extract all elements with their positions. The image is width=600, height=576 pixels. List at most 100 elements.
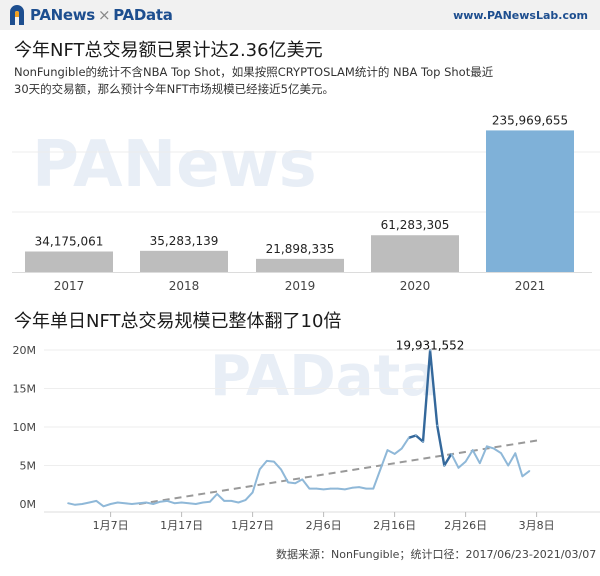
series-point [301,478,304,481]
series-point [95,500,98,502]
y-tick-label: 15M [13,383,37,396]
bar-category-label: 2021 [515,279,546,293]
x-tick-label: 2月6日 [306,519,342,532]
brand-separator: × [97,6,111,24]
site-url[interactable]: www.PANewsLab.com [453,9,588,22]
series-point [450,453,453,455]
header-bar: PANews × PAData www.PANewsLab.com [0,0,600,30]
bar-category-label: 2018 [169,279,200,293]
series-point [280,468,282,471]
series-point [457,467,460,469]
x-tick-label: 1月17日 [160,519,203,532]
series-point [237,501,240,504]
series-point [344,488,346,491]
watermark-padata: PAData [210,344,438,409]
series-point [379,468,382,471]
x-tick-label: 2月16日 [373,519,416,532]
series-point [195,503,197,505]
series-point [116,501,119,504]
series-point [464,460,467,463]
series-point [287,481,289,484]
series-point [273,460,275,463]
series-point [202,501,204,504]
series-point [131,503,133,505]
series-point [74,503,76,506]
bar-value-label: 34,175,061 [35,234,104,248]
series-point [88,501,91,504]
series-point [124,502,126,505]
series-point [443,464,446,467]
peak-value-label: 19,931,552 [396,339,465,353]
bar-value-label: 235,969,655 [492,113,568,127]
series-point [400,447,403,450]
x-tick-label: 2月26日 [444,519,487,532]
brand-padata: PAData [113,6,173,24]
bar-category-label: 2020 [400,279,431,293]
series-point [365,487,368,490]
bar-value-label: 21,898,335 [266,242,335,256]
series-point [251,491,254,494]
series-point [223,500,225,502]
bar [371,235,459,272]
series-point [408,436,410,439]
series-point [514,452,517,454]
watermark-panews: PANews [32,128,317,202]
series-point [166,500,169,502]
series-point [528,470,531,472]
series-point [493,447,495,450]
brand-panews: PANews [30,6,95,24]
series-point [138,502,140,505]
series-point [145,501,147,504]
bar-category-label: 2019 [285,279,316,293]
series-point [67,502,69,505]
bar-value-label: 61,283,305 [381,218,450,232]
y-tick-label: 0M [20,498,37,511]
series-point [486,445,488,448]
series-point [294,482,297,485]
series-point [230,500,233,502]
series-point [266,460,268,462]
series-line [67,437,410,508]
line-chart-title: 今年单日NFT总交易规模已整体翻了10倍 [14,311,342,332]
series-point [429,349,431,352]
series-point [244,499,247,501]
series-point [209,500,211,503]
series-point [337,487,339,490]
series-point [258,468,261,471]
series-point [322,488,325,491]
series-point [329,487,332,490]
y-tick-label: 5M [20,460,37,473]
series-point [507,464,510,467]
series-point [152,503,154,505]
series-line [450,445,531,478]
brand-logo-text: PANews × PAData [30,6,173,24]
series-point [521,475,524,478]
series-point [393,453,396,455]
series-point [173,502,176,505]
series-point [180,501,183,504]
series-point [471,449,474,451]
series-point [315,487,318,490]
bar [486,130,574,272]
panews-logo-icon [10,5,24,25]
series-point [436,424,439,427]
bar [140,250,228,272]
series-point [372,487,375,490]
series-point [308,487,311,490]
y-tick-label: 10M [13,421,37,434]
x-tick-label: 1月7日 [93,519,129,532]
x-tick-label: 3月8日 [519,519,555,532]
bar [256,258,344,272]
bar-value-label: 35,283,139 [150,234,219,248]
source-note: 数据来源：NonFungible；统计口径：2017/06/23-2021/03… [276,548,597,561]
bar-chart-subtitle: NonFungible的统计不含NBA Top Shot，如果按照CRYPTOS… [14,65,494,96]
series-point [358,486,360,488]
series-point [500,452,502,454]
series-point [81,503,83,505]
trend-line [138,439,540,505]
series-point [216,493,218,495]
series-point [187,502,190,505]
bar [25,251,113,272]
series-point [351,487,353,489]
